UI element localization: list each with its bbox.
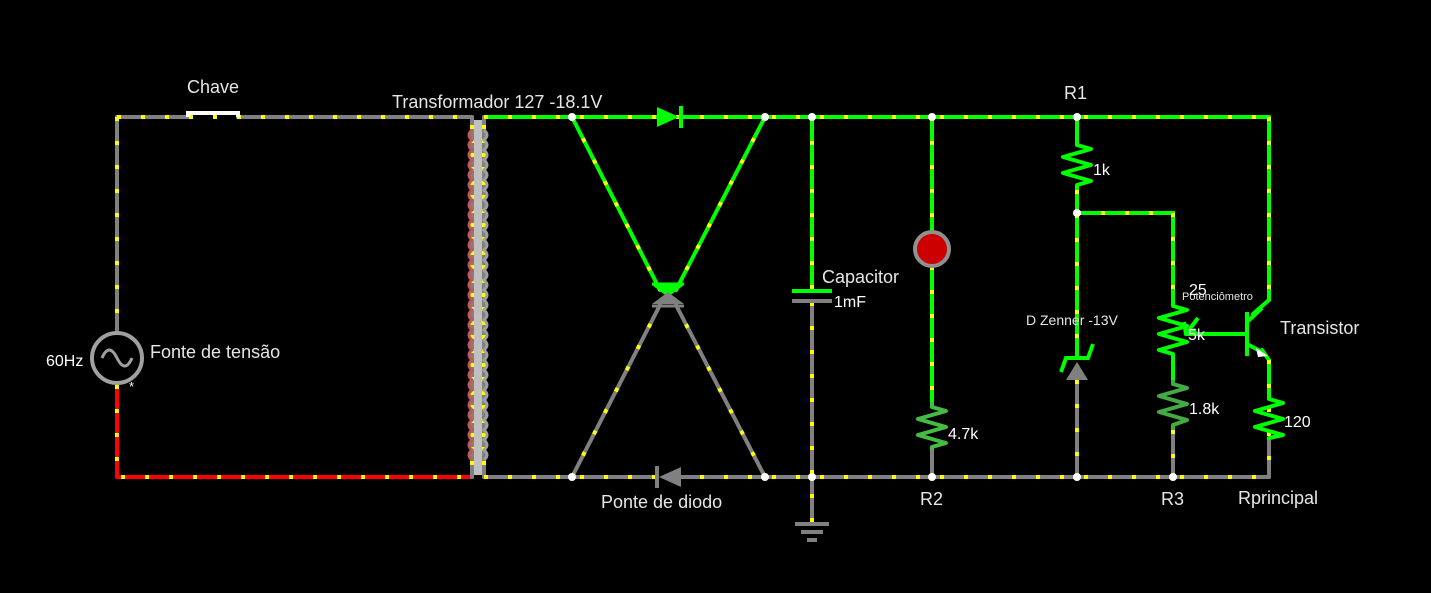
- zener-diode[interactable]: [1059, 343, 1095, 380]
- source-label: Fonte de tensão: [150, 342, 280, 362]
- junction-nodes: [568, 113, 1177, 481]
- r1-label: R1: [1064, 83, 1087, 103]
- r3-value: 1.8k: [1189, 401, 1220, 418]
- capacitor[interactable]: [792, 289, 832, 303]
- transistor[interactable]: [1240, 306, 1268, 357]
- collector-wire[interactable]: [1251, 115, 1271, 316]
- resistor-r2[interactable]: [916, 402, 948, 450]
- voltage-source[interactable]: [90, 331, 144, 385]
- r2-value: 4.7k: [948, 426, 979, 443]
- ground-icon: [795, 522, 829, 542]
- r3-label: R3: [1161, 489, 1184, 509]
- pot-value: 5k: [1188, 327, 1206, 344]
- diode-top[interactable]: [657, 106, 683, 128]
- capacitor-label: Capacitor: [822, 267, 899, 287]
- transformer-label: Transformador 127 -18.1V: [392, 92, 602, 112]
- diode-bottom[interactable]: [655, 466, 681, 488]
- zener-to-pot-wire[interactable]: [1075, 211, 1175, 302]
- pot-wiper-arrow: [1182, 316, 1200, 336]
- source-frequency-label: 60Hz: [46, 353, 83, 370]
- pot-label: Potenciômetro: [1182, 291, 1253, 303]
- resistor-r1[interactable]: [1061, 140, 1093, 190]
- pot-top-value: 25: [1189, 282, 1207, 299]
- r1-value: 1k: [1093, 162, 1111, 179]
- source-polarity-mark: *: [129, 379, 134, 394]
- resistor-r3[interactable]: [1157, 380, 1189, 430]
- capacitor-value: 1mF: [834, 294, 866, 311]
- transformer[interactable]: [467, 120, 489, 475]
- switch-label: Chave: [187, 77, 239, 97]
- resistor-rload[interactable]: [1253, 395, 1285, 440]
- diode-center-upper[interactable]: [652, 282, 684, 297]
- bridge-label: Ponte de diodo: [601, 492, 722, 512]
- zener-label: D Zenner -13V: [1026, 312, 1118, 328]
- r2-label: R2: [920, 489, 943, 509]
- emitter-wire[interactable]: [1260, 348, 1271, 397]
- sine-icon: [100, 348, 134, 368]
- rload-value: 120: [1284, 414, 1311, 431]
- led[interactable]: [913, 230, 951, 268]
- switch[interactable]: [186, 111, 240, 117]
- rload-label: Rprincipal: [1238, 488, 1318, 508]
- potentiometer[interactable]: [1157, 300, 1200, 358]
- transistor-label: Transistor: [1280, 318, 1359, 338]
- current-flow-dots: [115, 115, 1271, 522]
- diode-center-lower[interactable]: [652, 292, 684, 308]
